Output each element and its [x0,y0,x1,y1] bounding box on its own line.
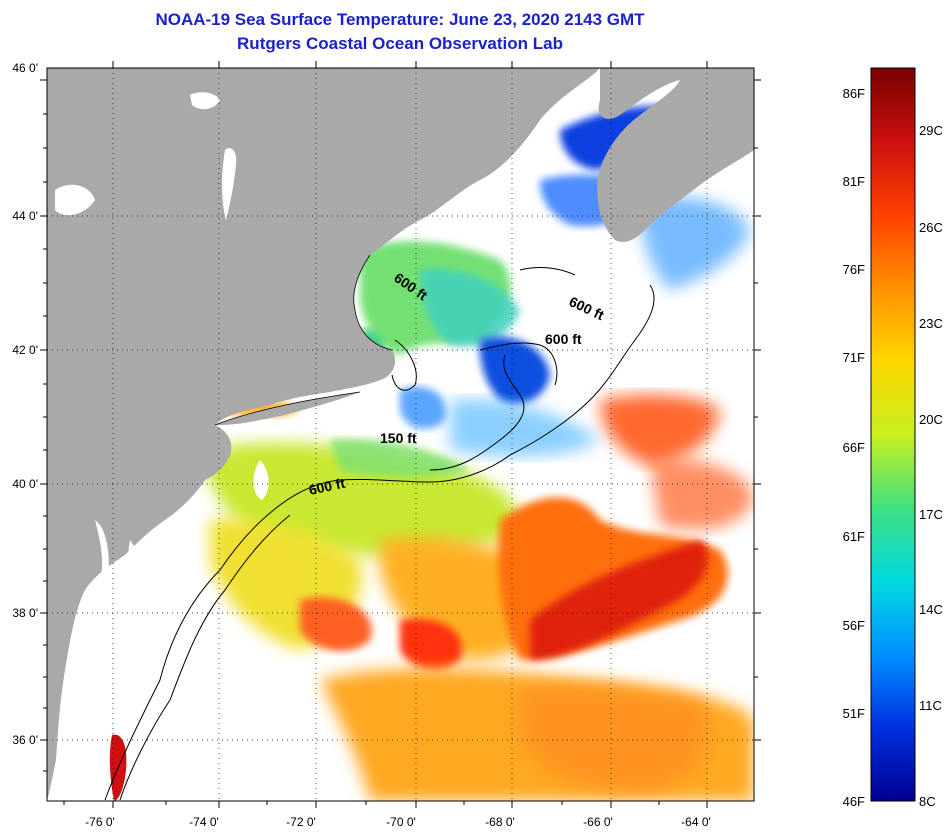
colorbar-celsius-labels: 29C 26C 23C 20C 17C 14C 11C 8C [919,123,943,809]
lon-label: -74 0' [189,815,219,829]
coastline [214,254,393,426]
colorbar-label-f: 56F [843,618,865,633]
lon-label: -76 0' [85,815,115,829]
ticks [40,61,761,808]
latitude-labels: 46 0' 44 0' 42 0' 40 0' 38 0' 36 0' [12,61,38,747]
map-frame [46,67,755,802]
colorbar [870,67,916,802]
graticule [47,68,754,801]
map-subtitle: Rutgers Coastal Ocean Observation Lab [237,34,563,53]
lat-label: 44 0' [12,209,38,223]
colorbar-label-c: 29C [919,123,943,138]
colorbar-label-c: 17C [919,507,943,522]
lat-label: 42 0' [12,343,38,357]
colorbar-label-c: 8C [919,794,936,809]
colorbar-label-f: 66F [843,440,865,455]
longitude-labels: -76 0' -74 0' -72 0' -70 0' -68 0' -66 0… [85,815,711,829]
contour-label: 150 ft [380,430,417,446]
colorbar-label-f: 46F [843,794,865,809]
map-title: NOAA-19 Sea Surface Temperature: June 23… [155,10,645,29]
lon-label: -66 0' [583,815,613,829]
colorbar-label-f: 71F [843,350,865,365]
colorbar-label-f: 61F [843,529,865,544]
lon-label: -68 0' [485,815,515,829]
colorbar-label-c: 26C [919,220,943,235]
land [47,68,754,801]
lon-label: -72 0' [286,815,316,829]
lon-label: -70 0' [386,815,416,829]
colorbar-label-f: 51F [843,706,865,721]
colorbar-fahrenheit-labels: 86F 81F 76F 71F 66F 61F 56F 51F 46F [843,86,865,809]
colorbar-label-f: 81F [843,174,865,189]
lon-label: -64 0' [681,815,711,829]
contour-label: 600 ft [545,331,582,347]
colorbar-label-c: 23C [919,316,943,331]
bathymetry-contours [104,267,655,801]
colorbar-label-c: 11C [919,698,942,713]
lat-label: 36 0' [12,733,38,747]
lat-label: 46 0' [12,61,38,75]
colorbar-label-c: 14C [919,602,943,617]
contour-label: 600 ft [307,475,346,498]
colorbar-label-f: 86F [843,86,865,101]
colorbar-label-c: 20C [919,412,943,427]
colorbar-label-f: 76F [843,262,865,277]
lat-label: 40 0' [12,477,38,491]
lat-label: 38 0' [12,606,38,620]
